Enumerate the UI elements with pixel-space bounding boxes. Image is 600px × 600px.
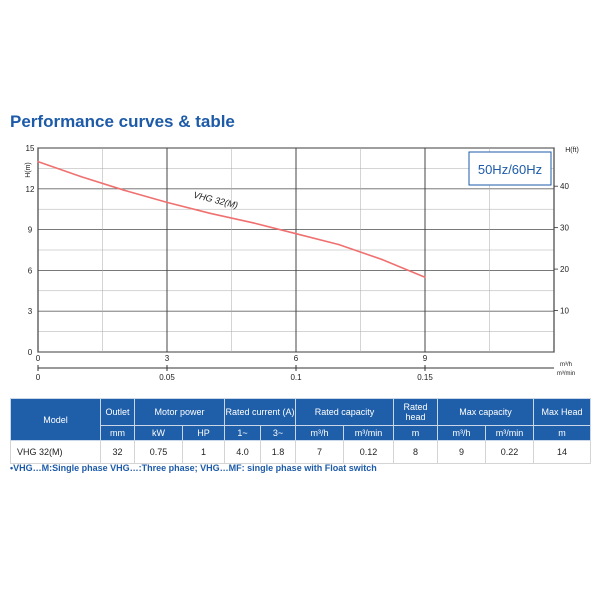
performance-curve bbox=[37, 160, 426, 278]
value-cell: 8 bbox=[393, 440, 439, 464]
th-rated-current: Rated current (A) bbox=[224, 398, 296, 426]
curve-point bbox=[80, 175, 82, 178]
y-left-tick-label: 15 bbox=[26, 144, 35, 153]
performance-chart: 0 3 6 9 12 15 10 20 30 40 H(m) H(ft) 0 3 6 9 m³/h 0 0.05 0.… bbox=[25, 144, 579, 382]
y-right-axis-label: H(ft) bbox=[565, 147, 579, 154]
x-m3min-tick-label: 0.1 bbox=[290, 373, 302, 382]
x-m3h-tick-label: 6 bbox=[294, 354, 299, 363]
y-left-tick-label: 9 bbox=[28, 226, 33, 235]
value-cell: 9 bbox=[437, 440, 487, 464]
y-right-tick-label: 40 bbox=[560, 182, 569, 191]
spec-table: Model Outlet Motor power Rated current (… bbox=[10, 398, 592, 464]
x-m3min-tick-label: 0.05 bbox=[159, 373, 175, 382]
unit-cell: 1~ bbox=[224, 425, 261, 441]
freq-label-box bbox=[468, 151, 552, 186]
table-unit-row: mm kW HP 1~ 3~ m³/h m³/min m m³/h m³/min… bbox=[11, 425, 592, 441]
curve-point bbox=[209, 212, 211, 215]
x-m3h-tick-label: 0 bbox=[36, 354, 41, 363]
th-rated-head: Rated head bbox=[393, 398, 439, 426]
curve-point bbox=[338, 243, 340, 246]
th-rated-capacity: Rated capacity bbox=[294, 398, 395, 426]
curve-point bbox=[295, 232, 297, 235]
y-left-axis-label: H(m) bbox=[25, 162, 32, 178]
unit-cell: m³/h bbox=[295, 425, 344, 441]
value-cell: 1 bbox=[182, 440, 225, 464]
value-cell: 1.8 bbox=[260, 440, 296, 464]
freq-label: 50Hz/60Hz bbox=[478, 162, 542, 177]
unit-cell: m bbox=[393, 425, 439, 441]
y-right-tick-label: 10 bbox=[560, 307, 569, 316]
th-model: Model bbox=[10, 398, 101, 441]
value-cell: 4.0 bbox=[224, 440, 261, 464]
y-right-tick-label: 30 bbox=[560, 224, 569, 233]
unit-cell: mm bbox=[100, 425, 135, 441]
th-outlet: Outlet bbox=[100, 398, 135, 426]
value-cell: 0.75 bbox=[134, 440, 183, 464]
curve-point bbox=[424, 276, 426, 279]
x-m3min-tick-label: 0.15 bbox=[417, 373, 433, 382]
y-left-tick-label: 3 bbox=[28, 307, 33, 316]
chart-axes bbox=[37, 185, 558, 371]
unit-cell: HP bbox=[182, 425, 225, 441]
curve-point bbox=[381, 258, 383, 261]
chart-labels: 0 3 6 9 12 15 10 20 30 40 H(m) H(ft) 0 3 6 9 m³/h 0 0.05 0.… bbox=[25, 144, 579, 382]
phase-note: •VHG…M:Single phase VHG…:Three phase; VH… bbox=[10, 463, 377, 473]
unit-cell: m³/min bbox=[485, 425, 535, 441]
y-left-tick-label: 6 bbox=[28, 266, 33, 275]
page-title: Performance curves & table bbox=[10, 112, 235, 131]
value-cell: 0.22 bbox=[485, 440, 535, 464]
table-row: VHG 32(M) 32 0.75 1 4.0 1.8 7 0.12 8 9 0… bbox=[10, 440, 592, 464]
y-right-tick-label: 20 bbox=[560, 265, 569, 274]
value-cell: 14 bbox=[533, 440, 592, 464]
value-cell: 7 bbox=[295, 440, 344, 464]
model-cell: VHG 32(M) bbox=[10, 440, 101, 464]
unit-cell: kW bbox=[134, 425, 183, 441]
unit-cell: m bbox=[533, 425, 592, 441]
y-left-tick-label: 12 bbox=[26, 185, 35, 194]
unit-cell: m³/min bbox=[342, 425, 395, 441]
unit-cell: 3~ bbox=[260, 425, 296, 441]
th-motor-power: Motor power bbox=[134, 398, 225, 426]
x-m3min-axis-label: m³/min bbox=[557, 371, 575, 377]
x-m3min-tick-label: 0 bbox=[36, 373, 41, 382]
x-m3h-axis-label: m³/h bbox=[560, 362, 572, 368]
value-cell: 32 bbox=[100, 440, 135, 464]
x-m3h-tick-label: 3 bbox=[165, 354, 170, 363]
th-max-capacity: Max capacity bbox=[437, 398, 535, 426]
th-max-head: Max Head bbox=[533, 398, 592, 426]
curve-point bbox=[166, 201, 168, 204]
table-header-row: Model Outlet Motor power Rated current (… bbox=[10, 398, 592, 441]
series-label: VHG 32(M) bbox=[192, 190, 239, 211]
y-left-tick-label: 0 bbox=[28, 348, 33, 357]
curve-point bbox=[123, 189, 125, 191]
value-cell: 0.12 bbox=[342, 440, 395, 464]
unit-cell: m³/h bbox=[437, 425, 487, 441]
curve-layer bbox=[37, 160, 426, 279]
curve-point bbox=[252, 222, 254, 224]
curve-point bbox=[37, 160, 39, 163]
chart-grid bbox=[37, 147, 555, 353]
x-m3h-tick-label: 9 bbox=[423, 354, 428, 363]
